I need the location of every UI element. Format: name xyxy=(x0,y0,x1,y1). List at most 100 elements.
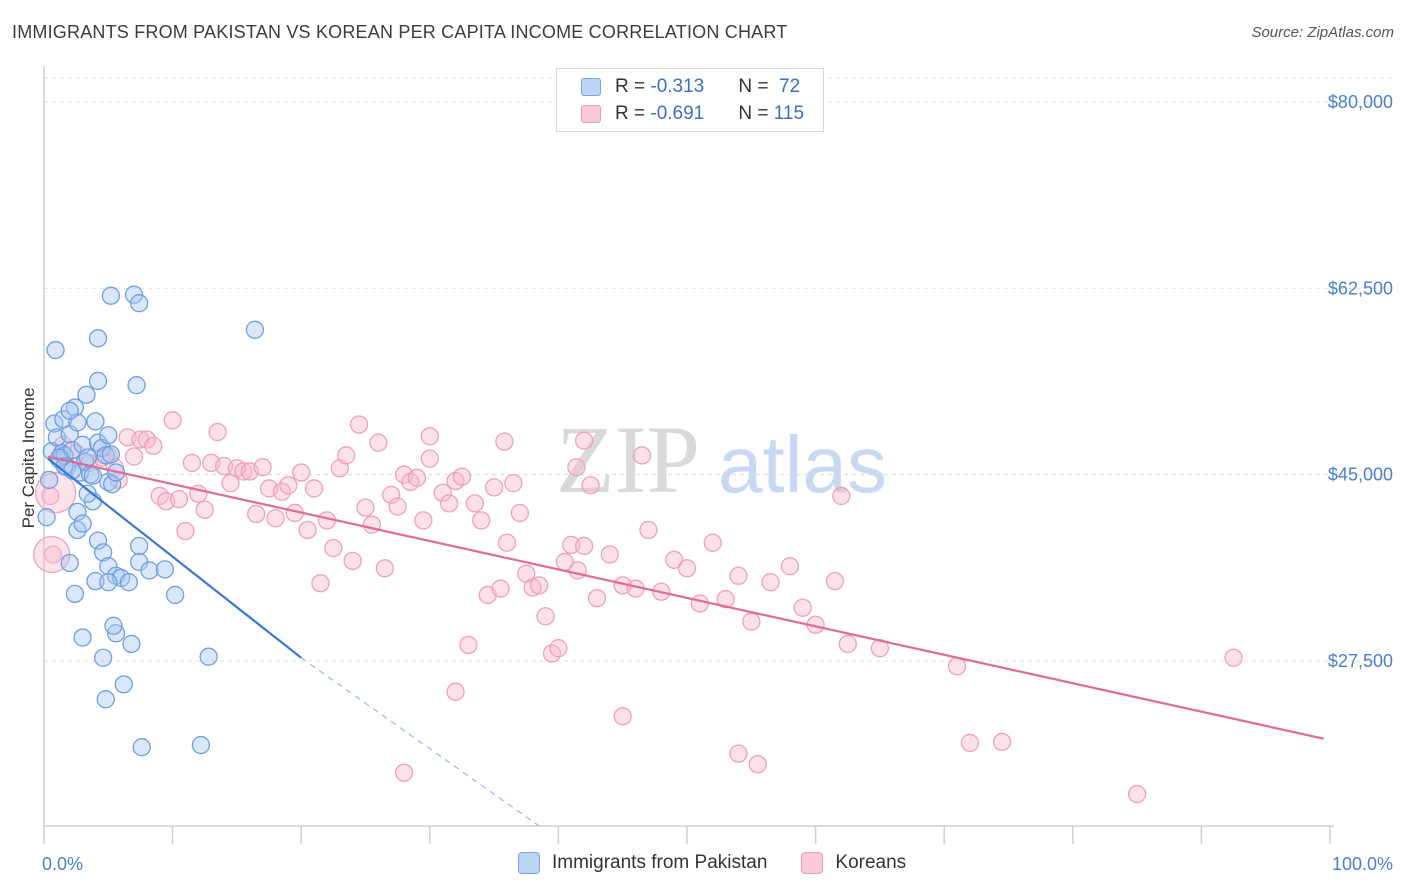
stats-legend: R = -0.313 N = 72 R = -0.691 N = 115 xyxy=(556,68,824,132)
point-koreans xyxy=(298,520,317,540)
point-koreans xyxy=(838,634,857,654)
trend-line-pakistan xyxy=(47,457,302,659)
point-pakistan xyxy=(166,585,185,605)
point-koreans xyxy=(394,763,414,782)
point-koreans xyxy=(529,576,549,595)
point-koreans xyxy=(780,557,800,576)
point-koreans xyxy=(182,453,202,473)
gridlines xyxy=(44,77,1394,662)
source-attribution: Source: ZipAtlas.com xyxy=(1251,24,1394,41)
point-koreans xyxy=(247,504,266,524)
point-koreans xyxy=(729,566,748,585)
point-pakistan xyxy=(73,514,92,533)
point-pakistan xyxy=(37,508,56,527)
point-pakistan xyxy=(78,484,97,503)
point-koreans xyxy=(992,732,1012,752)
point-pakistan xyxy=(130,536,149,556)
legend-item-koreans[interactable]: Koreans xyxy=(801,852,906,874)
point-koreans xyxy=(253,458,272,477)
point-koreans xyxy=(176,521,195,541)
point-koreans xyxy=(452,467,472,486)
point-koreans xyxy=(549,639,568,658)
point-pakistan xyxy=(114,675,133,694)
legend-item-pakistan[interactable]: Immigrants from Pakistan xyxy=(518,852,767,874)
point-pakistan xyxy=(103,475,122,494)
point-pakistan xyxy=(94,648,113,667)
y-tick-label: $62,500 xyxy=(1328,278,1393,298)
point-pakistan xyxy=(86,571,105,591)
point-pakistan xyxy=(88,329,108,348)
point-koreans xyxy=(495,432,514,451)
point-pakistan xyxy=(88,531,108,550)
point-pakistan xyxy=(68,502,87,522)
point-pakistan xyxy=(101,445,121,464)
point-pakistan xyxy=(245,320,265,339)
point-koreans xyxy=(484,478,504,497)
legend-swatch-koreans xyxy=(581,105,601,123)
point-koreans xyxy=(761,573,780,592)
trend-extension-pakistan xyxy=(300,657,540,827)
point-koreans xyxy=(703,533,722,552)
point-koreans xyxy=(324,538,343,558)
trend-lines xyxy=(47,455,1324,827)
point-koreans xyxy=(369,433,388,452)
point-koreans xyxy=(459,635,478,655)
point-koreans xyxy=(536,607,555,626)
point-pakistan xyxy=(45,414,64,433)
point-pakistan xyxy=(83,466,103,485)
point-koreans xyxy=(439,494,459,513)
point-koreans xyxy=(433,483,452,502)
legend-row-pakistan: R = -0.313 N = 72 xyxy=(581,75,800,99)
legend-label-koreans: Koreans xyxy=(835,852,907,873)
point-pakistan xyxy=(124,285,144,304)
point-koreans xyxy=(497,533,517,552)
point-koreans xyxy=(407,468,427,487)
legend-swatch-pakistan xyxy=(581,78,601,96)
y-tick-label: $27,500 xyxy=(1328,651,1393,671)
legend-r-value: -0.313 xyxy=(650,76,705,97)
tick-labels: $80,000 $62,500 $45,000 $27,500 0.0% 100.0% xyxy=(42,92,1393,874)
point-koreans xyxy=(742,612,761,631)
point-koreans xyxy=(446,682,465,701)
point-koreans xyxy=(632,446,652,465)
point-koreans xyxy=(729,744,748,763)
point-koreans xyxy=(748,755,767,774)
point-koreans xyxy=(266,509,285,528)
legend-swatch-koreans xyxy=(801,852,824,874)
point-koreans xyxy=(568,561,587,580)
point-koreans xyxy=(43,545,63,564)
chart-title: IMMIGRANTS FROM PAKISTAN VS KOREAN PER C… xyxy=(12,22,788,42)
point-koreans xyxy=(716,590,735,609)
point-koreans xyxy=(832,486,851,506)
point-koreans xyxy=(234,462,253,481)
point-pakistan xyxy=(39,470,59,490)
point-pakistan xyxy=(99,557,118,576)
legend-label-pakistan: Immigrants from Pakistan xyxy=(552,852,768,873)
point-pakistan xyxy=(60,401,79,420)
point-pakistan xyxy=(127,376,146,395)
point-koreans xyxy=(574,536,594,556)
x-tick-label-min: 0.0% xyxy=(42,854,83,874)
point-pakistan xyxy=(65,584,85,604)
point-pakistan xyxy=(119,573,139,592)
point-koreans xyxy=(169,489,189,509)
point-pakistan xyxy=(99,426,118,445)
point-pakistan xyxy=(94,543,113,562)
point-koreans xyxy=(163,411,182,430)
point-pakistan xyxy=(155,560,175,579)
point-koreans xyxy=(664,550,684,569)
point-pakistan xyxy=(86,412,105,431)
watermark-atlas: atlas xyxy=(718,420,887,509)
point-pakistan xyxy=(65,398,85,417)
point-koreans xyxy=(311,574,330,593)
point-pakistan xyxy=(140,561,159,580)
point-koreans xyxy=(41,486,60,506)
point-pakistan xyxy=(99,573,118,592)
point-pakistan xyxy=(199,647,218,666)
legend-n-value: 72 xyxy=(773,76,801,97)
y-axis-label: Per Capita Income xyxy=(19,388,38,529)
legend-n-value: 115 xyxy=(773,103,805,124)
legend-r-value: -0.691 xyxy=(650,103,705,124)
point-pakistan xyxy=(88,371,108,391)
